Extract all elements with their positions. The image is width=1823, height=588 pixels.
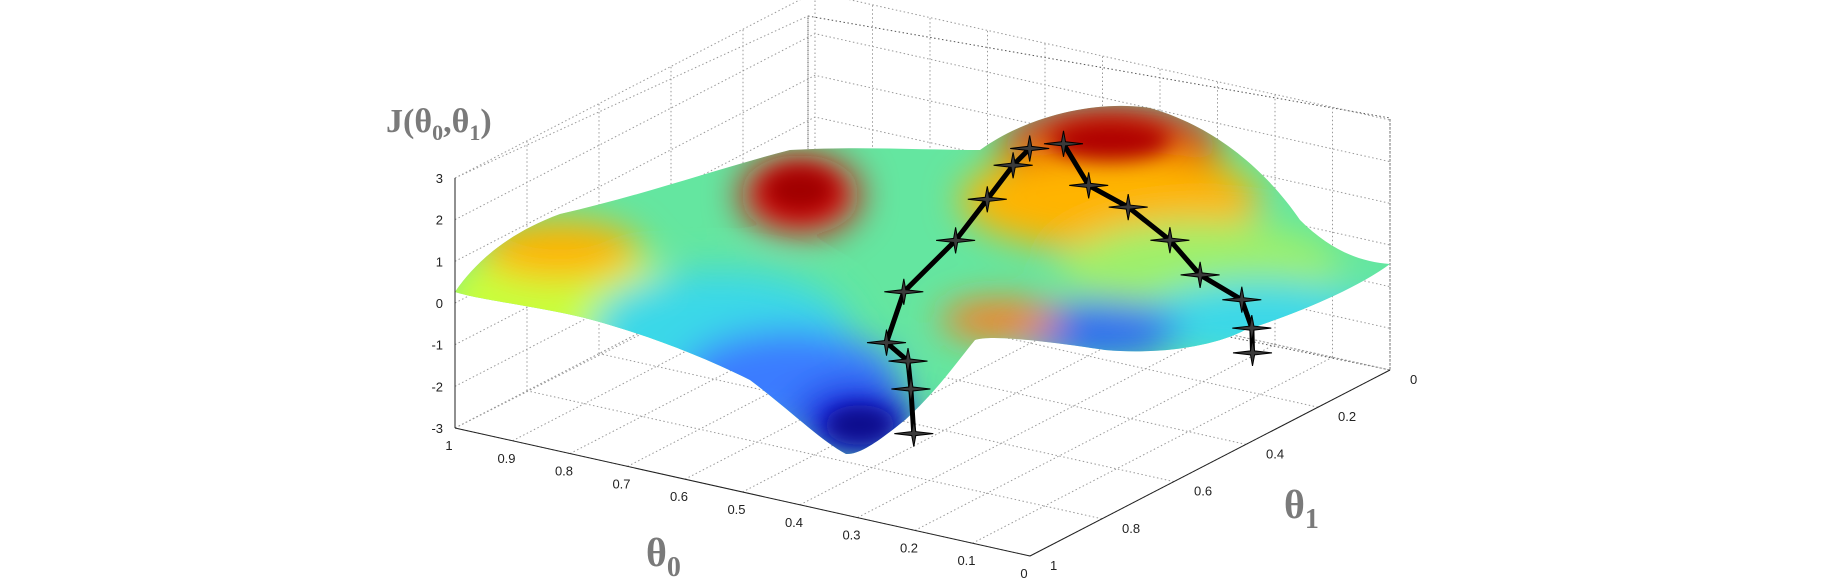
cost-surface xyxy=(455,105,1390,455)
theta1-tick-label: 0.6 xyxy=(1194,484,1212,499)
theta0-tick-label: 0.1 xyxy=(957,553,975,568)
descent-step-marker xyxy=(888,348,928,375)
theta0-tick-label: 0.2 xyxy=(900,540,918,555)
descent-step-marker xyxy=(936,227,976,254)
theta1-tick-label: 0.2 xyxy=(1338,409,1356,424)
descent-step-marker xyxy=(891,375,931,403)
theta0-tick-label: 0 xyxy=(1020,566,1027,581)
theta1-tick-label: 1 xyxy=(1050,558,1057,573)
z-axis-title: J(θ0,θ1) xyxy=(386,103,492,145)
theta0-axis-ticks: 1 0.9 0.8 0.7 0.6 0.5 0.4 0.3 0.2 0.1 0 xyxy=(445,438,1027,581)
theta0-tick-label: 0.4 xyxy=(785,515,803,530)
z-tick-label: 3 xyxy=(436,171,443,186)
descent-step-marker xyxy=(1108,194,1148,221)
theta1-axis-title: θ1 xyxy=(1284,482,1319,535)
theta0-tick-label: 0.5 xyxy=(727,502,745,517)
theta0-tick-label: 0.7 xyxy=(612,476,630,491)
theta0-tick-label: 0.3 xyxy=(842,528,860,543)
descent-step-marker xyxy=(1150,227,1190,254)
theta0-tick-label: 0.8 xyxy=(555,464,573,479)
floor-grid-line xyxy=(914,343,1276,531)
z-tick-label: -3 xyxy=(431,421,443,436)
z-tick-label: 1 xyxy=(436,254,443,269)
theta1-tick-label: 0.4 xyxy=(1266,446,1284,461)
descent-step-marker xyxy=(993,152,1033,179)
descent-step-marker xyxy=(866,329,907,356)
descent-step-marker xyxy=(1180,261,1220,288)
descent-step-marker xyxy=(1232,339,1273,366)
theta0-tick-label: 0.9 xyxy=(497,451,515,466)
z-tick-label: -2 xyxy=(431,379,443,394)
descent-step-marker xyxy=(1043,130,1084,157)
theta1-tick-label: 0 xyxy=(1410,372,1417,387)
descent-step-marker xyxy=(884,278,924,305)
theta1-axis-ticks: 0 0.2 0.4 0.6 0.8 1 xyxy=(1050,372,1417,573)
theta1-tick-label: 0.8 xyxy=(1122,521,1140,536)
descent-step-marker xyxy=(1010,135,1050,162)
wall-grid-line xyxy=(454,74,1391,262)
axes-frame xyxy=(454,178,1391,557)
z-tick-label: 0 xyxy=(436,296,443,311)
z-tick-label: 2 xyxy=(436,213,443,228)
theta0-tick-label: 1 xyxy=(445,438,452,453)
descent-paths xyxy=(866,130,1273,447)
descent-step-marker xyxy=(1222,286,1262,313)
theta0-axis-title: θ0 xyxy=(646,530,681,583)
descent-step-marker xyxy=(967,186,1007,213)
z-tick-label: -1 xyxy=(431,338,443,353)
descent-step-marker xyxy=(1069,172,1109,199)
descent-step-marker xyxy=(894,420,934,447)
z-axis-ticks: 3 2 1 0 -1 -2 -3 xyxy=(431,171,443,436)
theta0-tick-label: 0.6 xyxy=(670,489,688,504)
